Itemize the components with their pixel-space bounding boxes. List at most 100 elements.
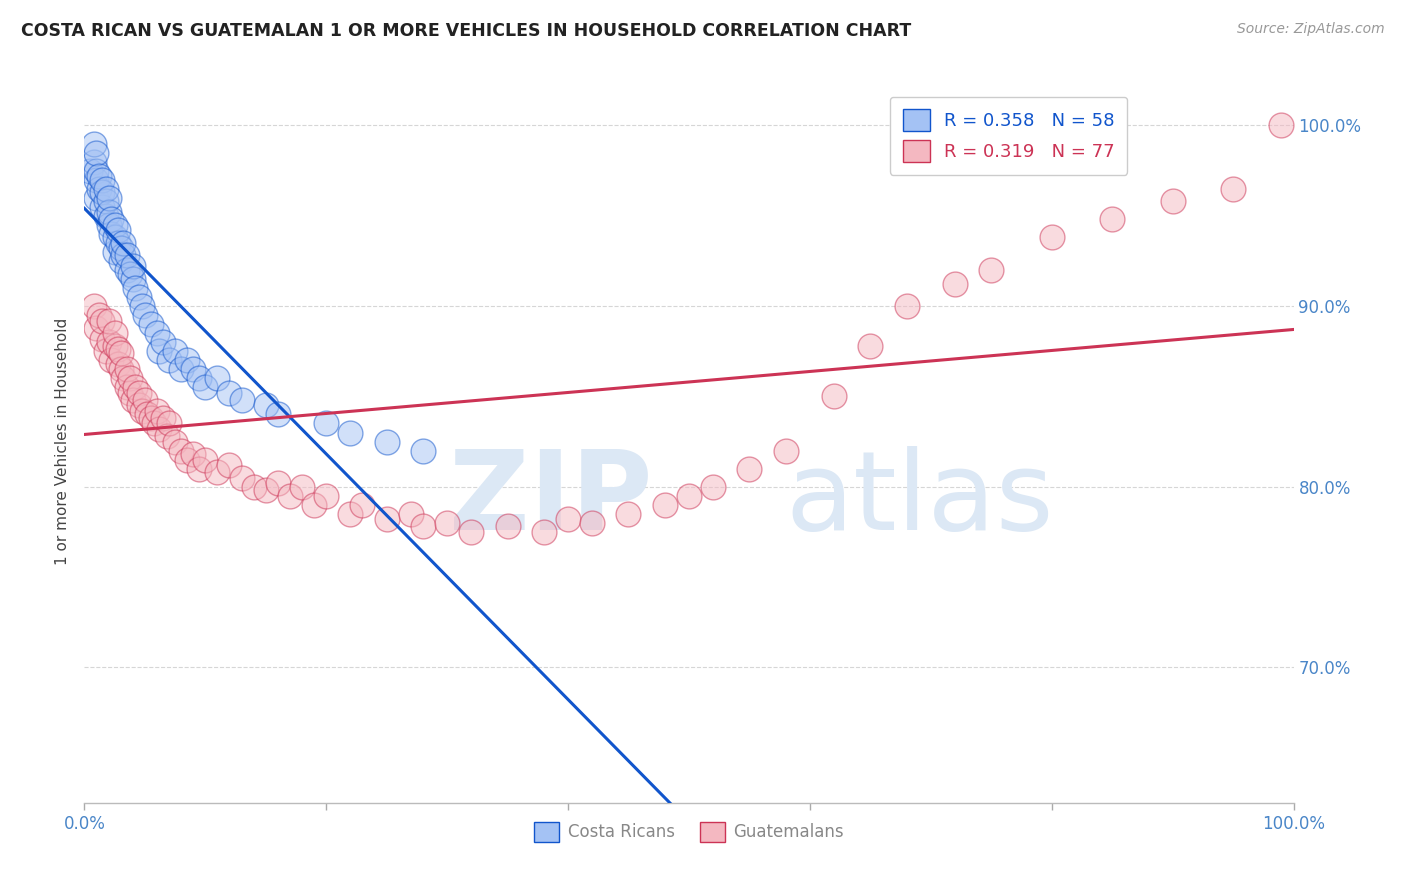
Point (91, 200, 114, 214)
Point (104, 244, 127, 259)
Point (120, 267, 142, 281)
Point (291, 480, 314, 494)
Point (104, 230, 127, 244)
Point (375, 512, 398, 526)
Point (131, 404, 153, 418)
Point (104, 339, 127, 353)
Point (496, 519, 519, 533)
Point (94, 181, 117, 195)
Point (170, 362, 193, 376)
Point (242, 480, 264, 494)
Point (110, 241, 132, 255)
Point (315, 417, 337, 431)
Point (104, 326, 127, 340)
Point (100, 212, 122, 227)
Point (100, 353, 122, 368)
Point (194, 452, 217, 467)
Point (139, 411, 162, 425)
Text: atlas: atlas (786, 446, 1054, 553)
Point (188, 461, 211, 475)
Point (115, 362, 138, 376)
Point (104, 218, 127, 232)
Y-axis label: 1 or more Vehicles in Household: 1 or more Vehicles in Household (55, 318, 70, 566)
Point (1040, 230, 1063, 244)
Point (267, 476, 290, 491)
Point (128, 385, 150, 400)
Point (120, 371, 142, 385)
Point (107, 223, 129, 237)
Point (124, 281, 146, 295)
Text: COSTA RICAN VS GUATEMALAN 1 OR MORE VEHICLES IN HOUSEHOLD CORRELATION CHART: COSTA RICAN VS GUATEMALAN 1 OR MORE VEHI… (21, 22, 911, 40)
Point (87, 169, 110, 183)
Point (112, 248, 135, 262)
Point (165, 344, 187, 359)
Point (146, 326, 169, 340)
Point (143, 417, 166, 431)
Point (94, 194, 117, 209)
Point (375, 434, 398, 449)
Point (148, 344, 170, 359)
Point (231, 392, 253, 407)
Point (678, 489, 700, 503)
Point (91, 172, 114, 186)
Point (775, 443, 797, 458)
Point (152, 411, 174, 425)
Point (231, 470, 253, 484)
Point (702, 480, 724, 494)
Point (412, 519, 434, 533)
Point (165, 434, 187, 449)
Point (97, 335, 120, 350)
Point (157, 417, 180, 431)
Point (896, 299, 918, 313)
Point (97, 218, 120, 232)
Point (738, 461, 761, 475)
Point (86, 191, 108, 205)
Point (136, 408, 159, 422)
Point (155, 429, 177, 443)
Point (94, 209, 117, 223)
Point (207, 465, 229, 479)
Point (112, 235, 135, 250)
Point (131, 299, 153, 313)
Point (943, 277, 966, 292)
Point (115, 263, 138, 277)
Point (339, 507, 361, 521)
Point (533, 524, 555, 539)
Point (399, 507, 422, 521)
Legend: Costa Ricans, Guatemalans: Costa Ricans, Guatemalans (527, 815, 851, 848)
Point (86, 172, 108, 186)
Point (110, 362, 132, 376)
Point (86, 145, 108, 160)
Point (980, 263, 1002, 277)
Point (139, 317, 162, 331)
Point (218, 458, 240, 472)
Point (152, 335, 174, 350)
Point (218, 385, 240, 400)
Point (146, 404, 169, 418)
Text: ZIP: ZIP (450, 446, 652, 553)
Point (134, 308, 156, 322)
Point (654, 498, 676, 512)
Point (86, 163, 108, 178)
Point (302, 498, 325, 512)
Point (352, 498, 374, 512)
Point (124, 380, 146, 394)
Point (121, 272, 143, 286)
Point (107, 343, 129, 357)
Point (110, 253, 132, 268)
Point (115, 380, 138, 394)
Point (107, 357, 129, 371)
Point (86, 320, 108, 334)
Point (110, 346, 132, 360)
Point (557, 512, 579, 526)
Point (115, 248, 138, 262)
Point (91, 332, 114, 346)
Point (91, 313, 114, 327)
Point (460, 524, 482, 539)
Point (121, 392, 143, 407)
Point (94, 344, 117, 359)
Point (120, 385, 142, 400)
Point (267, 408, 290, 422)
Point (315, 489, 337, 503)
Point (194, 380, 217, 394)
